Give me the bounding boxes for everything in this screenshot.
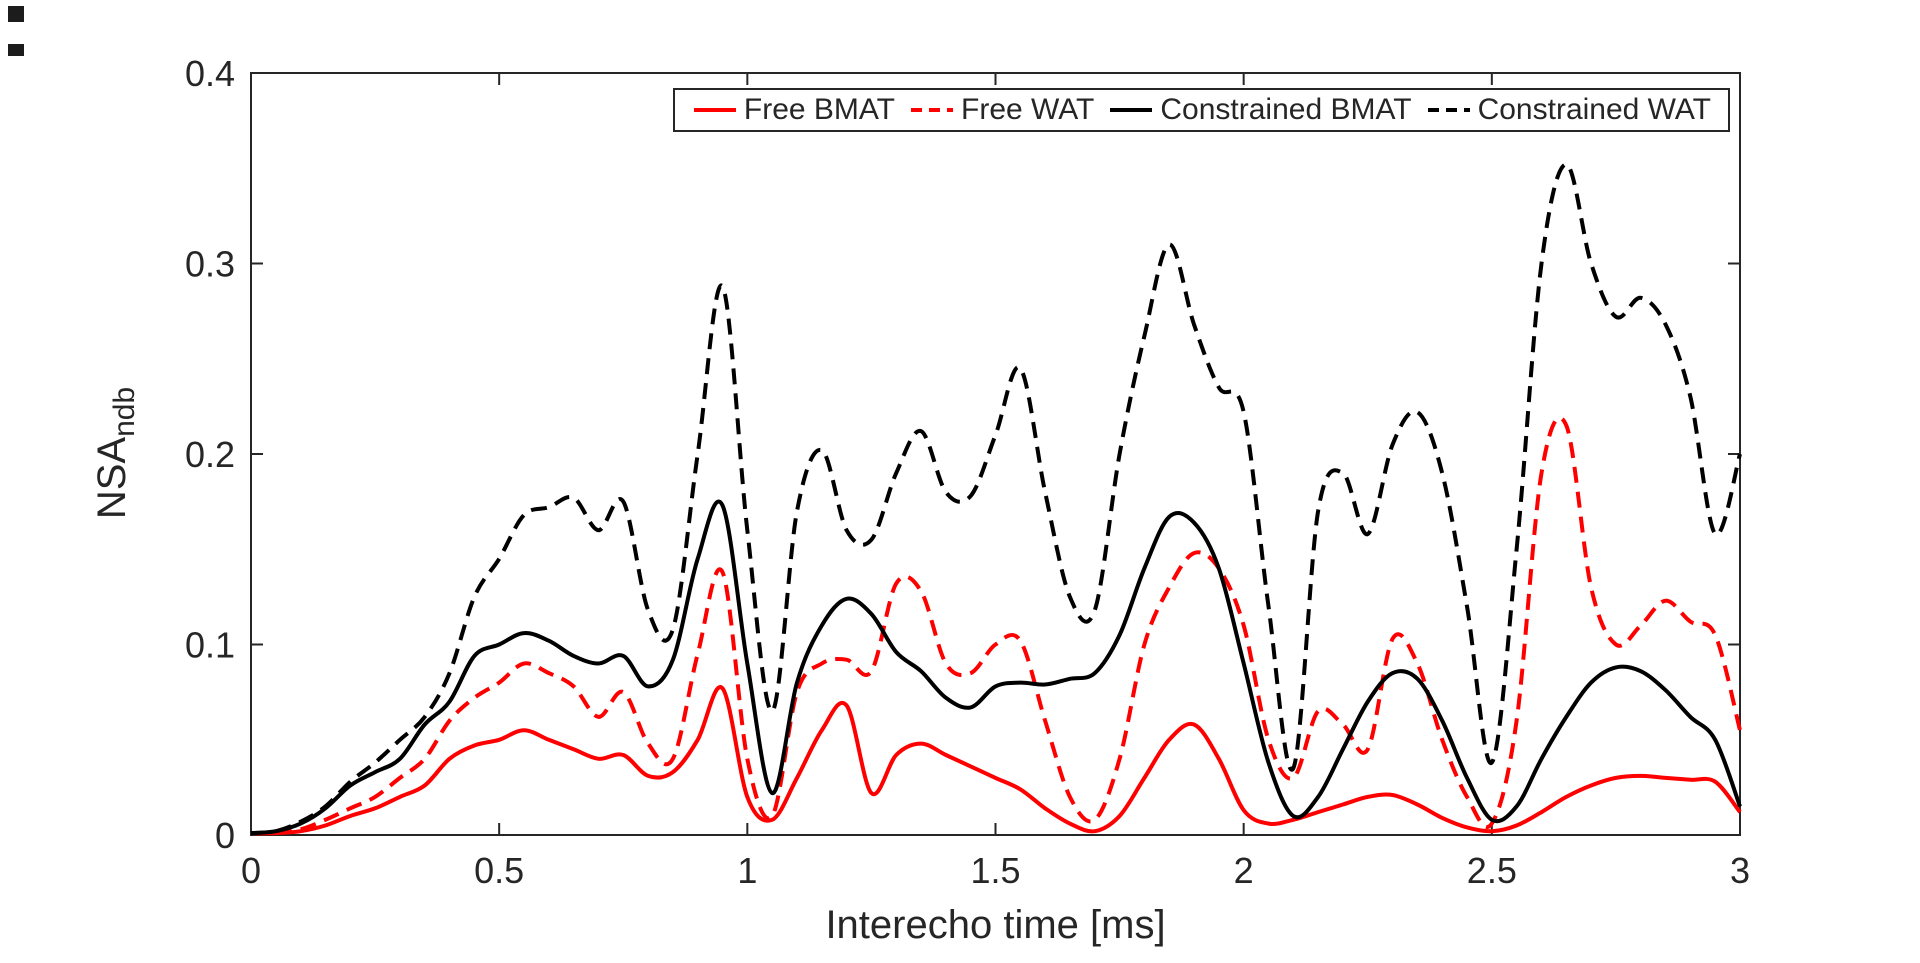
y-tick-label: 0.2 bbox=[185, 434, 235, 475]
x-tick-label: 2.5 bbox=[1467, 850, 1517, 891]
legend-item-free-bmat: Free BMAT bbox=[692, 93, 895, 127]
x-axis-title: Interecho time [ms] bbox=[825, 903, 1166, 947]
x-tick-label: 1 bbox=[737, 850, 757, 891]
legend-label-free-wat: Free WAT bbox=[961, 93, 1095, 126]
legend-line-sample-dashed-black bbox=[1427, 108, 1470, 112]
legend-line-sample-solid-red bbox=[693, 108, 736, 112]
x-tick-label: 1.5 bbox=[970, 850, 1020, 891]
y-tick-label: 0.4 bbox=[185, 53, 235, 94]
screen-corner-artifact bbox=[8, 6, 24, 22]
y-axis-title-subscript: ndb bbox=[108, 386, 141, 437]
legend-item-free-wat: Free WAT bbox=[909, 93, 1094, 127]
legend-line-sample-solid-black bbox=[1110, 108, 1153, 112]
legend-label-constrained-bmat: Constrained BMAT bbox=[1160, 93, 1412, 126]
series-free-bmat bbox=[250, 685, 1742, 836]
screen-corner-artifact-2 bbox=[8, 44, 24, 56]
legend-item-constrained-bmat: Constrained BMAT bbox=[1108, 93, 1412, 127]
legend-item-constrained-wat: Constrained WAT bbox=[1426, 93, 1711, 127]
x-tick-label: 3 bbox=[1730, 850, 1750, 891]
y-axis-title: NSAndb bbox=[90, 387, 142, 519]
series-constrained-wat bbox=[250, 162, 1742, 836]
y-axis-title-main: NSA bbox=[90, 436, 134, 520]
y-tick-label: 0.3 bbox=[185, 244, 235, 285]
y-tick-label: 0 bbox=[215, 815, 235, 856]
series-free-wat bbox=[250, 416, 1742, 836]
y-tick-label: 0.1 bbox=[185, 625, 235, 666]
chart-legend: Free BMAT Free WAT Constrained BMAT Cons… bbox=[672, 88, 1730, 132]
legend-label-constrained-wat: Constrained WAT bbox=[1477, 93, 1711, 126]
x-tick-label: 2 bbox=[1234, 850, 1254, 891]
x-tick-label: 0 bbox=[241, 850, 261, 891]
x-tick-label: 0.5 bbox=[474, 850, 524, 891]
legend-line-sample-dashed-red bbox=[911, 108, 954, 112]
series-constrained-bmat bbox=[250, 499, 1742, 836]
legend-label-free-bmat: Free BMAT bbox=[743, 93, 896, 126]
